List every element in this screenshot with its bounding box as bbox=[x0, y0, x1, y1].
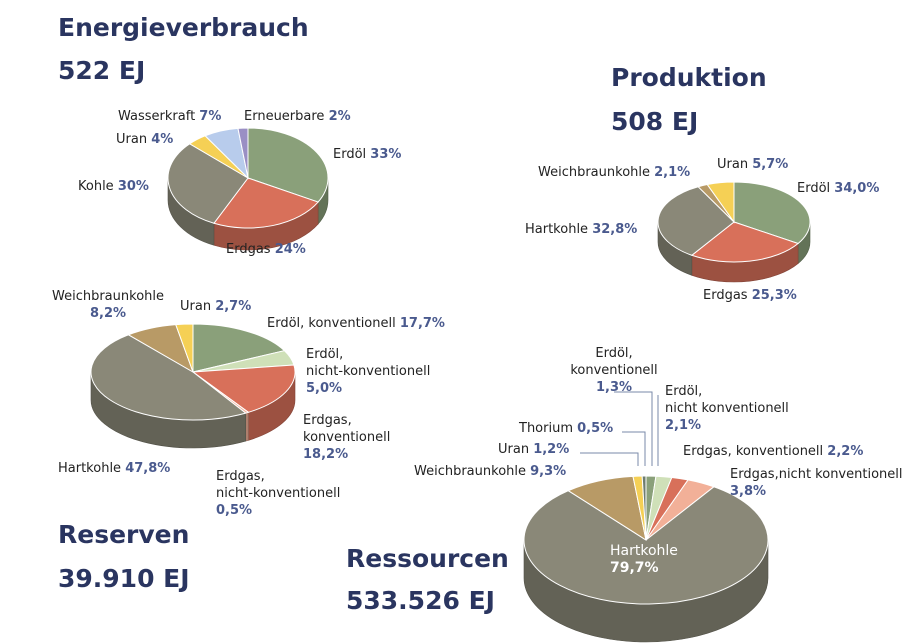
slice-value: 2,1% bbox=[654, 165, 690, 180]
chart-total: 508 EJ bbox=[611, 107, 698, 136]
slice-value: 18,2% bbox=[303, 447, 348, 462]
slice-value: 5,7% bbox=[752, 157, 788, 172]
slice-label-erdoel-nicht-konventionell: Erdöl, nicht konventionell 2,1% bbox=[665, 384, 789, 433]
leader-line-erdoel-konventionell bbox=[614, 391, 653, 466]
slice-label-erdgas-nicht-konventionell: Erdgas, nicht-konventionell 0,5% bbox=[216, 469, 340, 518]
slice-value: 32,8% bbox=[592, 222, 637, 237]
pie-slice-uran bbox=[706, 181, 735, 224]
pie-energieverbrauch: Erdöl 33% Erdgas 24% Kohle 30% Uran 4% Wasse… bbox=[78, 109, 401, 257]
pie-slice-uran bbox=[175, 323, 194, 373]
slice-value: 33% bbox=[370, 147, 401, 162]
slice-value: 25,3% bbox=[752, 288, 797, 303]
chart-ressourcen: Ressourcen 533.526 EJ Erdöl, konventionel… bbox=[346, 346, 903, 643]
slice-label-hartkohle: Hartkohle 47,8% bbox=[58, 461, 170, 476]
slice-label-hartkohle: Hartkohle 32,8% bbox=[525, 222, 637, 237]
pie-produktion: Erdöl 34,0% Erdgas 25,3% Hartkohle 32,8% We… bbox=[525, 157, 879, 303]
slice-value: 9,3% bbox=[530, 464, 566, 479]
pie-ressourcen: Erdöl, konventionell 1,3% Erdöl, nicht konve… bbox=[414, 346, 903, 643]
chart-total: 39.910 EJ bbox=[58, 564, 190, 593]
slice-value: 4% bbox=[151, 132, 173, 147]
slice-label-erdgas-konventionell: Erdgas, konventionell 18,2% bbox=[303, 413, 390, 462]
slice-value: 3,8% bbox=[730, 484, 766, 499]
slice-label-kohle: Kohle 30% bbox=[78, 179, 149, 194]
slice-label-uran: Uran 1,2% bbox=[498, 442, 569, 457]
slice-value: 8,2% bbox=[90, 306, 126, 321]
slice-value: 79,7% bbox=[610, 560, 659, 576]
slice-label-uran: Uran 4% bbox=[116, 132, 173, 147]
leader-line-uran bbox=[580, 452, 639, 466]
pie-labels: Erdöl 33% Erdgas 24% Kohle 30% Uran 4% Wasse… bbox=[78, 109, 401, 257]
slice-label-erdgas: Erdgas 24% bbox=[226, 242, 306, 257]
pie-slice-erdoel-konventionell bbox=[192, 323, 286, 373]
pie-labels: Erdöl, konventionell 17,7% Erdöl, nicht-ko… bbox=[52, 289, 445, 518]
slice-label-erdgas-konventionell: Erdgas, konventionell 2,2% bbox=[683, 444, 863, 459]
slice-value: 47,8% bbox=[125, 461, 170, 476]
pie-slices bbox=[90, 323, 296, 421]
slice-value: 7% bbox=[199, 109, 221, 124]
slice-label-weichbraunkohle: Weichbraunkohle 2,1% bbox=[538, 165, 690, 180]
chart-produktion: Produktion 508 EJ Erdöl 34,0% Erdgas 25,3… bbox=[525, 63, 879, 303]
pie-slice-hartkohle bbox=[523, 486, 769, 605]
chart-total: 533.526 EJ bbox=[346, 586, 495, 615]
slice-label-erdgas: Erdgas 25,3% bbox=[703, 288, 797, 303]
leader-line-thorium bbox=[622, 431, 646, 466]
slice-value: 34,0% bbox=[834, 181, 879, 196]
pie-slice-kohle bbox=[167, 143, 249, 224]
slice-value: 1,2% bbox=[533, 442, 569, 457]
slice-value: 0,5% bbox=[577, 421, 613, 436]
slice-value: 2,7% bbox=[215, 299, 251, 314]
slice-label-uran: Uran 5,7% bbox=[717, 157, 788, 172]
slice-label-erdgas-nicht-konventionell: Erdgas,nicht konventionell 3,8% bbox=[730, 467, 903, 499]
pie-slices bbox=[167, 127, 329, 229]
chart-total: 522 EJ bbox=[58, 56, 145, 85]
pie-slice-hartkohle bbox=[90, 334, 247, 421]
chart-energieverbrauch: Energieverbrauch 522 EJ Erdöl 33% Erdgas … bbox=[58, 13, 401, 257]
pie-reserven: Erdöl, konventionell 17,7% Erdöl, nicht-ko… bbox=[52, 289, 445, 518]
slice-value: 0,5% bbox=[216, 503, 252, 518]
slice-label-hartkohle: Hartkohle 79,7% bbox=[610, 543, 678, 576]
slice-value: 5,0% bbox=[306, 381, 342, 396]
slice-label-weichbraunkohle: Weichbraunkohle 8,2% bbox=[52, 289, 164, 321]
slice-value: 1,3% bbox=[596, 380, 632, 395]
chart-title: Produktion bbox=[611, 63, 767, 92]
chart-reserven: Reserven 39.910 EJ Erdöl, konventionell … bbox=[52, 289, 445, 593]
slice-value: 2% bbox=[329, 109, 351, 124]
slice-label-thorium: Thorium 0,5% bbox=[518, 421, 613, 436]
slice-label-erdoel-nicht-konventionell: Erdöl, nicht-konventionell 5,0% bbox=[306, 347, 430, 396]
slice-label-weichbraunkohle: Weichbraunkohle 9,3% bbox=[414, 464, 566, 479]
slice-value: 2,2% bbox=[827, 444, 863, 459]
slice-value: 30% bbox=[118, 179, 149, 194]
pie-slice-erneuerbare bbox=[237, 127, 249, 179]
pie-slice-erdgas-konventionell bbox=[191, 364, 296, 413]
slice-value: 17,7% bbox=[400, 316, 445, 331]
slice-label-erdoel-konventionell: Erdöl, konventionell 1,3% bbox=[570, 346, 657, 395]
pie-side-erdgas-nicht-konventionell bbox=[245, 411, 249, 442]
chart-title: Ressourcen bbox=[346, 544, 509, 573]
pie-labels: Erdöl, konventionell 1,3% Erdöl, nicht konve… bbox=[414, 346, 903, 576]
pie-slice-erdgas bbox=[213, 177, 319, 229]
slice-label-erdoel-konventionell: Erdöl, konventionell 17,7% bbox=[267, 316, 445, 331]
pie-slices bbox=[657, 181, 811, 263]
slice-value: 24% bbox=[275, 242, 306, 257]
pie-slices bbox=[523, 475, 769, 605]
slice-value: 2,1% bbox=[665, 418, 701, 433]
slice-label-wasserkraft: Wasserkraft 7% bbox=[118, 109, 221, 124]
chart-title: Reserven bbox=[58, 520, 189, 549]
pie-slice-thorium bbox=[641, 475, 647, 541]
pie-slice-erdoel bbox=[247, 127, 329, 203]
slice-label-erdoel: Erdöl 34,0% bbox=[797, 181, 879, 196]
slice-label-uran: Uran 2,7% bbox=[180, 299, 251, 314]
slice-label-erdoel: Erdöl 33% bbox=[333, 147, 401, 162]
chart-title: Energieverbrauch bbox=[58, 13, 309, 42]
pie-slice-erdgas bbox=[690, 221, 800, 263]
slice-label-erneuerbare: Erneuerbare 2% bbox=[244, 109, 351, 124]
pie-labels: Erdöl 34,0% Erdgas 25,3% Hartkohle 32,8% We… bbox=[525, 157, 879, 303]
